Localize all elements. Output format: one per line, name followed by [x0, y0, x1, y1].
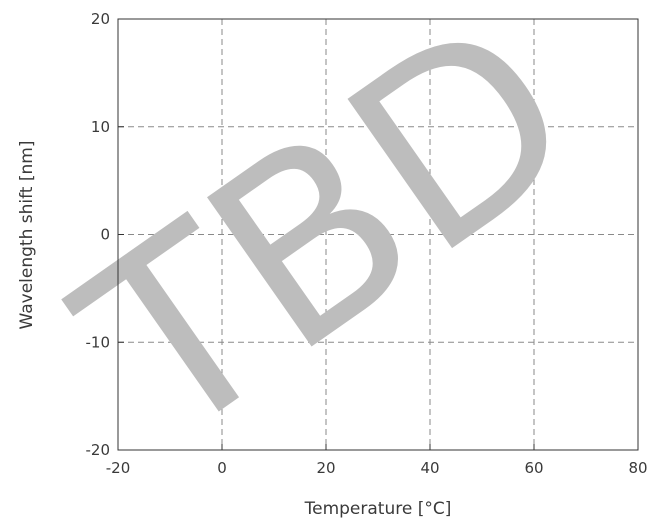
- x-axis-label: Temperature [°C]: [304, 499, 452, 519]
- x-tick-label: 0: [217, 459, 227, 477]
- y-tick-label: 20: [91, 10, 110, 28]
- y-axis: -20 -10 0 10 20: [86, 10, 124, 459]
- y-tick-label: 0: [100, 226, 110, 244]
- y-axis-label: Wavelength shift [nm]: [17, 141, 37, 330]
- tbd-watermark: TBD: [32, 0, 623, 497]
- x-tick-label: 20: [316, 459, 335, 477]
- x-tick-label: 40: [420, 459, 439, 477]
- x-tick-label: 80: [628, 459, 647, 477]
- x-tick-label: -20: [106, 459, 131, 477]
- x-axis: -20 0 20 40 60 80: [106, 444, 648, 477]
- x-tick-label: 60: [524, 459, 543, 477]
- y-tick-label: -20: [86, 441, 111, 459]
- y-tick-label: 10: [91, 118, 110, 136]
- grid-layer: [118, 19, 638, 450]
- y-tick-label: -10: [86, 333, 111, 351]
